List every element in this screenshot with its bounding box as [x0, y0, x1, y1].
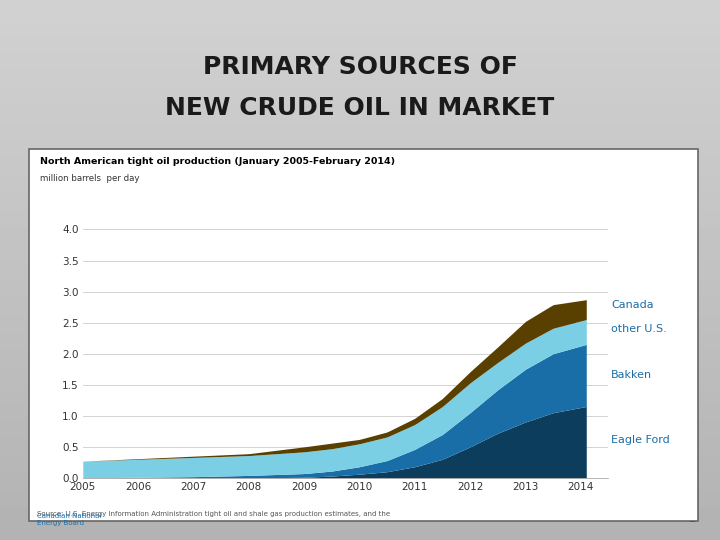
Text: Canada: Canada — [611, 300, 654, 309]
Text: Eagle Ford: Eagle Ford — [611, 435, 670, 445]
Text: million barrels  per day: million barrels per day — [40, 174, 139, 184]
Text: Canadian National
Energy Board: Canadian National Energy Board — [37, 514, 102, 526]
Text: other U.S.: other U.S. — [611, 324, 667, 334]
Text: North American tight oil production (January 2005-February 2014): North American tight oil production (Jan… — [40, 157, 395, 166]
Text: Bakken: Bakken — [611, 370, 652, 381]
Text: NEW CRUDE OIL IN MARKET: NEW CRUDE OIL IN MARKET — [166, 96, 554, 120]
Text: PRIMARY SOURCES OF: PRIMARY SOURCES OF — [202, 56, 518, 79]
Text: Source: U.S. Energy Information Administration tight oil and shale gas productio: Source: U.S. Energy Information Administ… — [37, 511, 393, 517]
Text: 8: 8 — [687, 509, 698, 526]
